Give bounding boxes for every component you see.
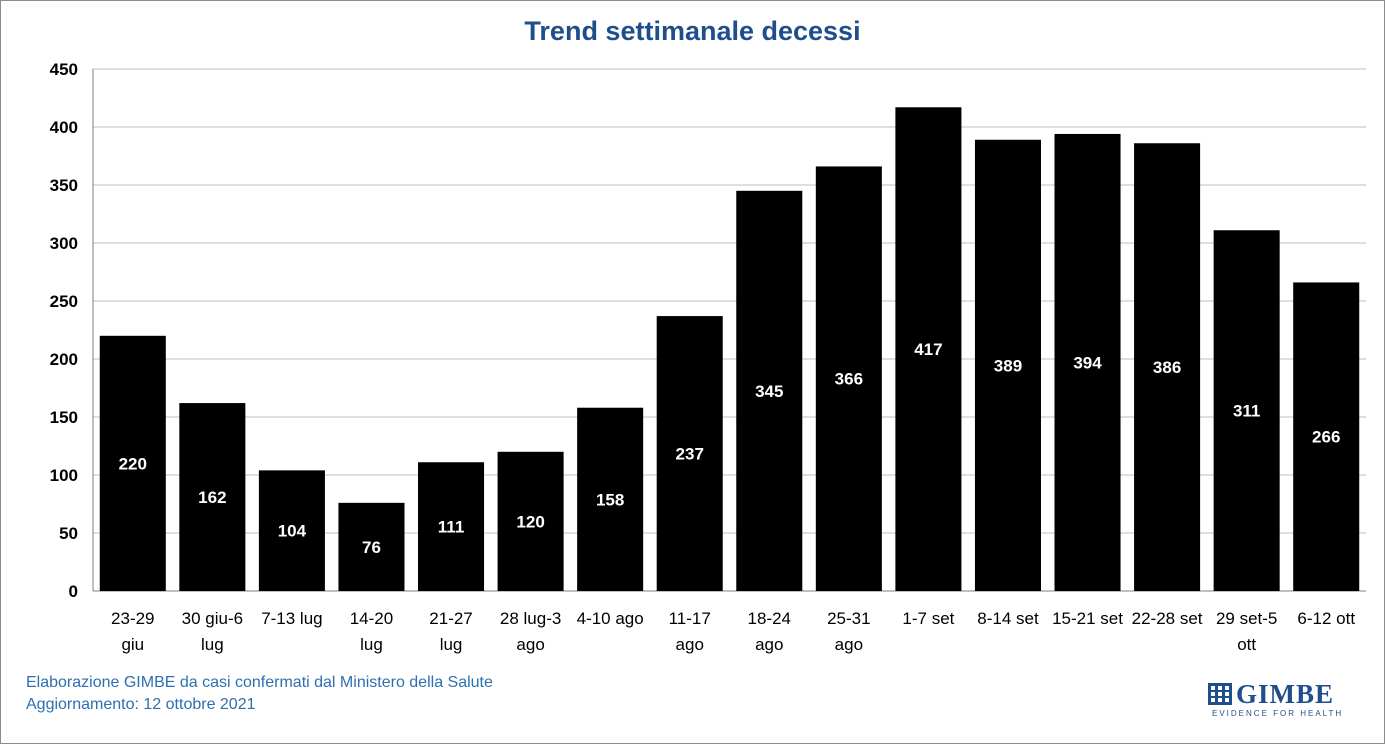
bar <box>1054 133 1121 591</box>
bar <box>736 190 803 592</box>
bar <box>656 316 723 591</box>
x-tick-label: 1-7 set <box>902 609 954 628</box>
bar <box>974 139 1041 591</box>
x-axis-ticks: 23-29 giu 30 giu-6 lug 7-13 lug 14-20 lug 21-27… <box>111 609 1355 654</box>
x-tick-label: 6-12 ott <box>1297 609 1355 628</box>
data-label: 76 <box>362 538 381 557</box>
data-label: 266 <box>1312 428 1340 447</box>
x-tick-label: 25-31 ago <box>827 609 870 654</box>
y-tick-label: 350 <box>50 176 78 195</box>
data-label: 220 <box>119 454 147 473</box>
x-tick-label: 18-24 ago <box>748 609 791 654</box>
footer-source: Elaborazione GIMBE da casi confermati da… <box>26 672 493 716</box>
x-tick-label: 4-10 ago <box>577 609 644 628</box>
x-tick-label: 8-14 set <box>977 609 1039 628</box>
bar <box>1134 143 1201 592</box>
y-tick-label: 150 <box>50 408 78 427</box>
data-label: 394 <box>1073 353 1102 372</box>
y-tick-label: 250 <box>50 292 78 311</box>
x-tick-label: 28 lug-3 ago <box>500 609 561 654</box>
y-tick-label: 100 <box>50 466 78 485</box>
data-label: 311 <box>1233 402 1260 421</box>
bar <box>1213 230 1280 592</box>
x-tick-label: 14-20 lug <box>350 609 393 654</box>
bar <box>497 451 564 591</box>
data-label: 158 <box>596 490 624 509</box>
data-label: 120 <box>516 512 544 531</box>
y-tick-label: 300 <box>50 234 78 253</box>
data-label: 417 <box>914 340 942 359</box>
data-label: 104 <box>278 522 307 541</box>
footer-source-line: Elaborazione GIMBE da casi confermati da… <box>26 674 493 691</box>
x-tick-label: 15-21 set <box>1052 609 1123 628</box>
data-label: 366 <box>835 370 863 389</box>
x-tick-label: 29 set-5 ott <box>1216 609 1277 654</box>
data-label: 386 <box>1153 358 1181 377</box>
data-label: 389 <box>994 356 1022 375</box>
bar <box>1293 282 1360 591</box>
y-tick-label: 200 <box>50 350 78 369</box>
x-tick-label: 23-29 giu <box>111 609 154 654</box>
data-label: 162 <box>198 488 226 507</box>
y-tick-label: 450 <box>50 60 78 79</box>
x-tick-label: 7-13 lug <box>261 609 322 628</box>
x-tick-label: 30 giu-6 lug <box>182 609 243 654</box>
bar <box>418 462 485 591</box>
logo-tagline: EVIDENCE FOR HEALTH <box>1212 709 1344 718</box>
y-tick-label: 50 <box>59 524 78 543</box>
bar <box>815 166 882 591</box>
data-label: 345 <box>755 382 783 401</box>
bar <box>179 403 246 591</box>
x-tick-label: 11-17 ago <box>669 609 711 654</box>
bars: 220 162 104 76 111 120 158 237 345 366 417 389 394 38… <box>99 107 1360 592</box>
data-label: 237 <box>676 445 704 464</box>
logo-grid-icon <box>1208 683 1232 705</box>
bar <box>895 107 962 591</box>
bar <box>99 335 166 591</box>
footer-update-line: Aggiornamento: 12 ottobre 2021 <box>26 696 256 713</box>
bar <box>258 470 325 591</box>
bar <box>577 407 644 591</box>
bar <box>338 502 405 591</box>
chart-title: Trend settimanale decessi <box>524 16 861 46</box>
gimbe-logo: GIMBE EVIDENCE FOR HEALTH <box>1208 679 1344 718</box>
y-tick-label: 0 <box>69 582 78 601</box>
logo-wordmark: GIMBE <box>1236 679 1335 709</box>
y-tick-label: 400 <box>50 118 78 137</box>
data-label: 111 <box>438 518 465 537</box>
x-tick-label: 22-28 set <box>1132 609 1203 628</box>
x-tick-label: 21-27 lug <box>429 609 472 654</box>
y-axis-ticks: 0 50 100 150 200 250 300 350 400 450 <box>50 60 78 601</box>
